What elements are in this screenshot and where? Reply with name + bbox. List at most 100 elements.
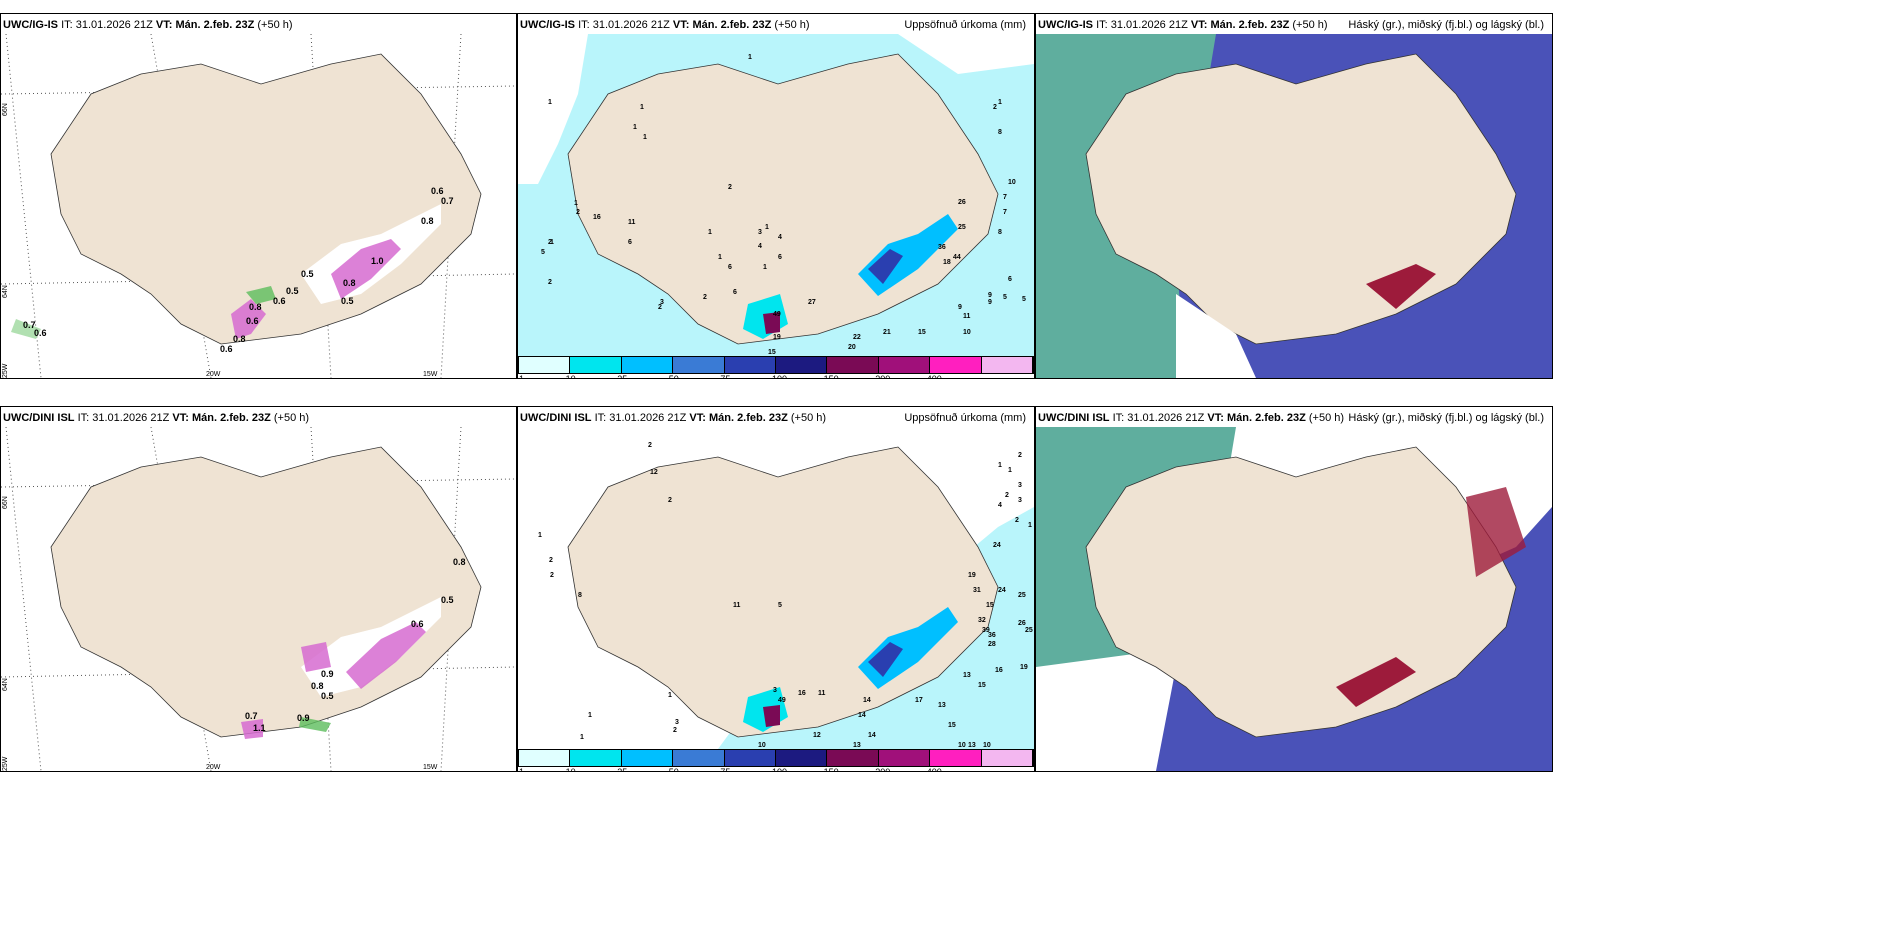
- wind-value: 0.8: [421, 216, 434, 226]
- precip-value: 13: [853, 742, 861, 749]
- wind-value: 0.7: [23, 320, 36, 330]
- precip-value: 1: [998, 462, 1002, 469]
- wind-value: 0.7: [245, 711, 258, 721]
- precip-value: 9: [988, 299, 992, 306]
- panel-subtitle: Uppsöfnuð úrkoma (mm): [904, 19, 1026, 31]
- precip-value: 49: [773, 311, 781, 318]
- colorbar-tick-label: 25: [617, 374, 628, 379]
- precip-value: 13: [968, 742, 976, 749]
- wind-value: 0.6: [220, 344, 233, 354]
- precip-value: 5: [778, 602, 782, 609]
- precip-value: 13: [963, 672, 971, 679]
- precip-value: 24: [998, 587, 1006, 594]
- wind-map: 0.7 0.6 0.6 0.8 0.5 0.6 0.8 0.5 0.5 0.6 …: [1, 34, 516, 378]
- precip-value-labels: 2212212811511132234916111214141314171315…: [538, 442, 1033, 749]
- precip-value: 1: [708, 229, 712, 236]
- wind-value: 0.5: [441, 595, 454, 605]
- precip-value: 15: [986, 602, 994, 609]
- precip-value: 3: [660, 299, 664, 306]
- precip-value: 1: [765, 224, 769, 231]
- precip-value: 19: [1020, 664, 1028, 671]
- wind-value: 0.8: [311, 681, 324, 691]
- colorbar-tick-label: 50: [668, 374, 679, 379]
- wind-map: 0.9 0.8 0.5 0.9 0.7 1.1 0.6 0.5 0.8 66N …: [1, 427, 516, 771]
- colorbar-tick-label: 400: [926, 374, 942, 379]
- colorbar-tick-label: 150: [823, 767, 839, 772]
- precip-value: 7: [1003, 194, 1007, 201]
- precip-value: 2: [728, 184, 732, 191]
- precip-value: 36: [988, 632, 996, 639]
- precip-value-labels: 1111112222111114665216611334622749191522…: [541, 54, 1026, 356]
- colorbar-swatch: [621, 750, 674, 766]
- colorbar-swatch: [776, 357, 828, 373]
- colorbar-swatch: [570, 750, 622, 766]
- precip-value: 1: [538, 532, 542, 539]
- precip-value: 19: [968, 572, 976, 579]
- panel-subtitle: Uppsöfnuð úrkoma (mm): [904, 412, 1026, 424]
- precip-map: 1111112222111114665216611334622749191522…: [518, 34, 1034, 356]
- wind-value: 0.6: [34, 328, 47, 338]
- lon-label-25: 25W: [2, 756, 9, 771]
- colorbar-swatch: [827, 357, 879, 373]
- colorbar-swatch: [724, 357, 777, 373]
- colorbar-swatch: [724, 750, 777, 766]
- precip-value: 1: [580, 734, 584, 741]
- precip-value: 10: [983, 742, 991, 749]
- precip-value: 2: [576, 209, 580, 216]
- colorbar-tick-label: 75: [720, 767, 731, 772]
- precip-value: 2: [648, 442, 652, 449]
- precip-value: 6: [1008, 276, 1012, 283]
- precip-value: 3: [773, 687, 777, 694]
- precip-value: 7: [1003, 209, 1007, 216]
- precip-value: 8: [578, 592, 582, 599]
- precip-value: 15: [978, 682, 986, 689]
- precip-value: 3: [675, 719, 679, 726]
- wind-value: 1.1: [253, 723, 266, 733]
- precip-value: 36: [938, 244, 946, 251]
- precip-value: 2: [668, 497, 672, 504]
- panel-title: UWC/DINI ISL IT: 31.01.2026 21Z VT: Mán.…: [3, 412, 310, 424]
- colorbar-tick-label: 50: [668, 767, 679, 772]
- precip-value: 44: [953, 254, 961, 261]
- wind-value: 0.6: [246, 316, 259, 326]
- precip-value: 39: [982, 627, 990, 634]
- panel-title: UWC/IG-IS IT: 31.01.2026 21Z VT: Mán. 2.…: [520, 19, 810, 31]
- precip-value: 10: [1008, 179, 1016, 186]
- precip-value: 31: [973, 587, 981, 594]
- wind-value: 0.6: [431, 186, 444, 196]
- precip-value: 2: [1018, 452, 1022, 459]
- precip-value: 11: [628, 219, 636, 226]
- cloud-panel-row1: UWC/IG-IS IT: 31.01.2026 21Z VT: Mán. 2.…: [1035, 13, 1553, 379]
- precip-value: 17: [915, 697, 923, 704]
- precip-map: 2212212811511132234916111214141314171315…: [518, 427, 1034, 749]
- precip-value: 15: [768, 349, 776, 356]
- colorbar-tick-label: 400: [926, 767, 942, 772]
- precip-value: 15: [948, 722, 956, 729]
- precip-value: 4: [998, 502, 1002, 509]
- lat-label-66: 66N: [2, 103, 9, 116]
- precip-value: 25: [1018, 592, 1026, 599]
- colorbar-tick-label: 100: [772, 767, 788, 772]
- precip-value: 2: [658, 304, 662, 311]
- wind-value: 0.9: [321, 669, 334, 679]
- precip-value: 9: [988, 292, 992, 299]
- cloud-map: [1036, 427, 1552, 771]
- colorbar-swatch: [673, 750, 725, 766]
- wind-value: 0.5: [301, 269, 314, 279]
- precip-value: 1: [748, 54, 752, 61]
- wind-value: 0.5: [286, 286, 299, 296]
- precip-value: 14: [863, 697, 871, 704]
- precip-value: 1: [998, 99, 1002, 106]
- precip-value: 1: [643, 134, 647, 141]
- precip-value: 16: [593, 214, 601, 221]
- precip-colorbar-ticks: 1 10 25 50 75 100 150 200 400: [518, 767, 1034, 772]
- panel-subtitle: Háský (gr.), miðský (fj.bl.) og lágský (…: [1348, 412, 1544, 424]
- colorbar-tick-label: 10: [565, 767, 576, 772]
- wind-value: 0.8: [233, 334, 246, 344]
- lon-label-25: 25W: [2, 363, 9, 378]
- wind-panel-row1: UWC/IG-IS IT: 31.01.2026 21Z VT: Mán. 2.…: [0, 13, 517, 379]
- precip-value: 4: [778, 234, 782, 241]
- precip-value: 6: [728, 264, 732, 271]
- precip-value: 2: [550, 572, 554, 579]
- lon-label-15: 15W: [423, 764, 438, 771]
